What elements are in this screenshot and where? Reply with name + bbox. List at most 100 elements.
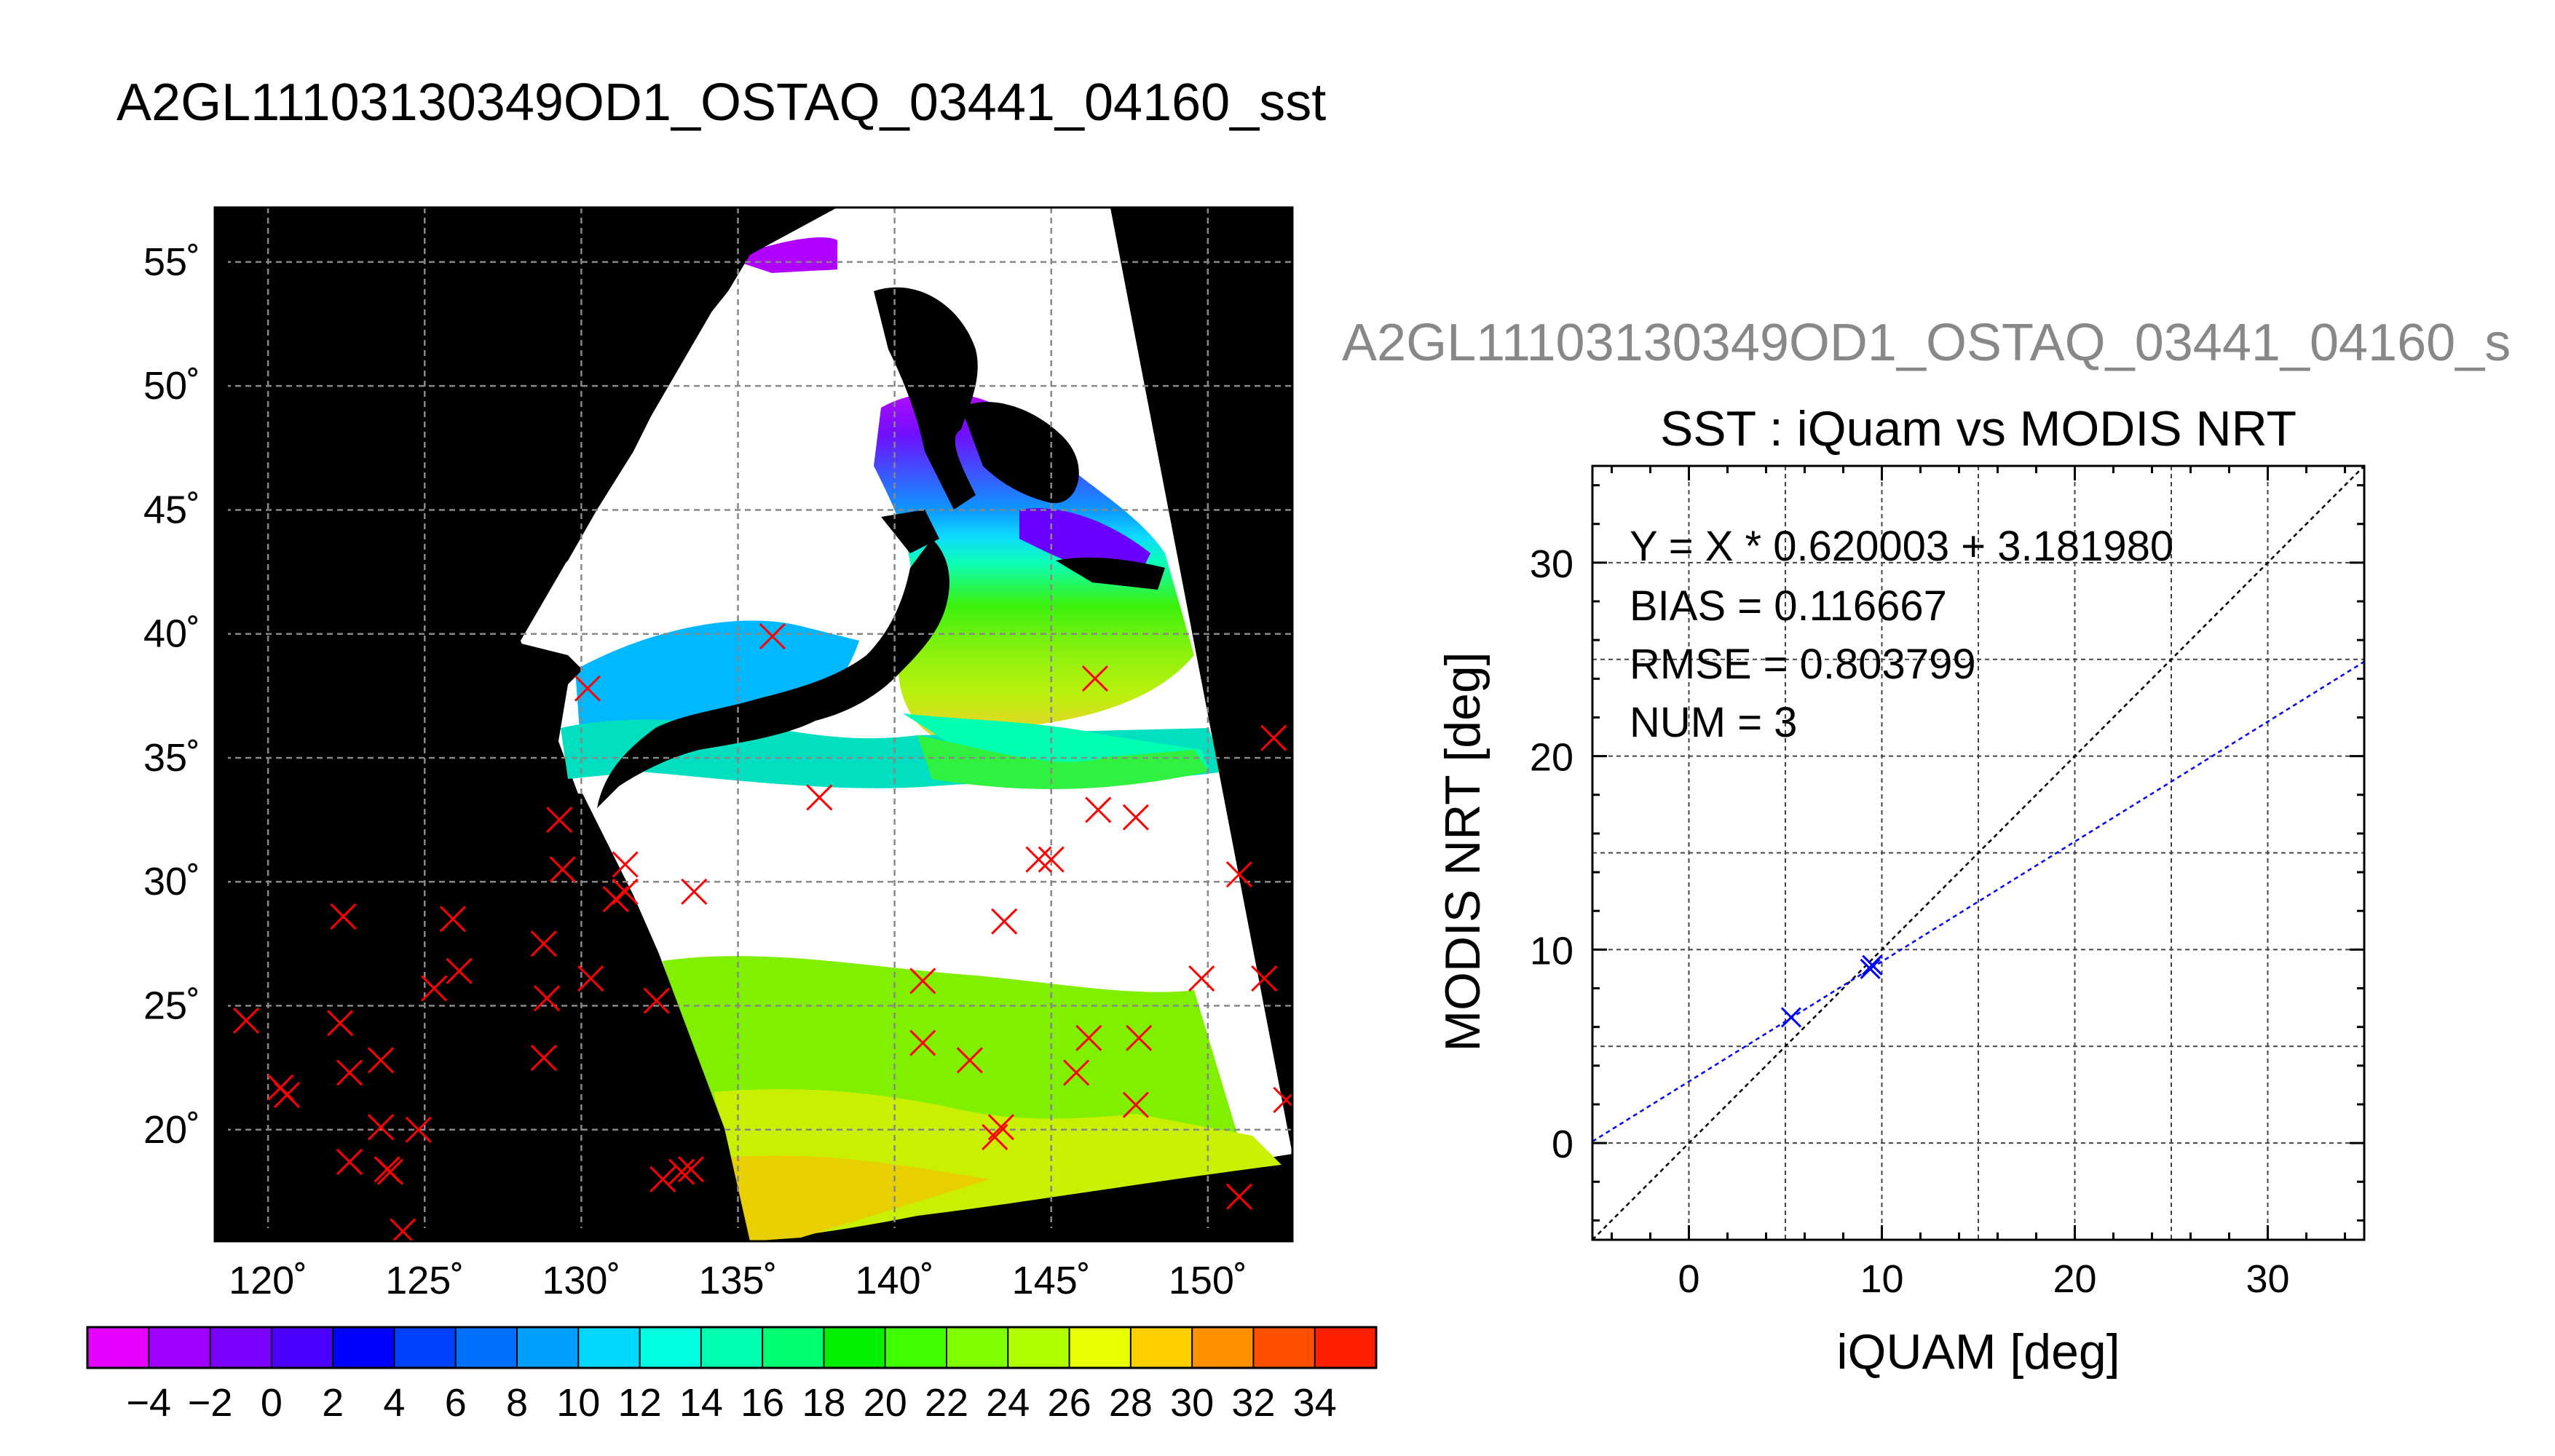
buoy-marker <box>574 675 601 702</box>
buoy-marker <box>367 1047 395 1074</box>
buoy-marker <box>668 1158 695 1185</box>
colorbar-cell <box>639 1327 702 1368</box>
buoy-marker <box>643 987 670 1014</box>
colorbar-tick-label: 26 <box>1048 1381 1091 1425</box>
buoy-marker <box>1122 1091 1149 1118</box>
colorbar-cell <box>1253 1327 1316 1368</box>
buoy-marker <box>577 965 604 992</box>
colorbar-tick-label: 6 <box>445 1381 467 1425</box>
lon-tick-label: 135˚ <box>698 1259 777 1302</box>
colorbar-cell <box>149 1327 211 1368</box>
colorbar-cells <box>87 1327 1377 1368</box>
map-frame <box>213 206 1294 1243</box>
y-axis-label: MODIS NRT [deg] <box>1435 652 1490 1051</box>
buoy-markers <box>232 623 1292 1241</box>
buoy-marker <box>991 908 1018 935</box>
buoy-marker <box>1273 1086 1292 1113</box>
buoy-marker <box>612 878 639 905</box>
buoy-marker <box>1075 1024 1102 1051</box>
colorbar-cell <box>455 1327 518 1368</box>
colorbar-cell <box>885 1327 947 1368</box>
buoy-marker <box>421 975 448 1002</box>
off-swath-right <box>1110 207 1292 1154</box>
scatter-point <box>1860 958 1881 980</box>
identity-line <box>1592 466 2364 1240</box>
buoy-marker <box>405 1116 432 1143</box>
colorbar-cell <box>824 1327 886 1368</box>
buoy-marker <box>273 1082 301 1109</box>
buoy-marker <box>376 1158 403 1185</box>
buoy-marker <box>612 851 639 878</box>
buoy-marker <box>446 957 473 984</box>
colorbar-tick-label: 16 <box>741 1381 784 1425</box>
rmse-text: RMSE = 0.803799 <box>1630 641 1976 688</box>
buoy-marker <box>1038 846 1065 873</box>
lat-tick-label: 35˚ <box>143 736 200 780</box>
colorbar-cell <box>700 1327 763 1368</box>
colorbar-tick-label: −4 <box>126 1381 171 1425</box>
y-tick-label: 20 <box>1530 736 1573 780</box>
colorbar-tick-labels: −4 −2 0 2 4 6 8 10 12 14 16 18 20 22 24 26 28 30 32 34 <box>126 1327 1337 1425</box>
buoy-marker <box>439 906 467 933</box>
buoy-marker <box>336 1059 363 1086</box>
buoy-marker <box>1122 804 1149 831</box>
colorbar-tick-label: −2 <box>188 1381 233 1425</box>
colorbar-cell <box>87 1327 149 1368</box>
lat-tick-label: 20˚ <box>143 1108 200 1152</box>
buoy-marker <box>677 1156 705 1183</box>
lat-tick-label: 45˚ <box>143 488 200 531</box>
x-tick-label: 0 <box>1678 1257 1699 1301</box>
colorbar-cell <box>1314 1327 1377 1368</box>
buoy-marker <box>909 968 936 994</box>
x-tick-labels: 0 10 20 30 <box>1678 1257 2289 1301</box>
x-tick-label: 20 <box>2053 1257 2096 1301</box>
colorbar-cell <box>1069 1327 1132 1368</box>
lon-tick-label: 120˚ <box>229 1259 307 1302</box>
map-grid <box>215 207 1292 1241</box>
buoy-marker <box>546 807 573 834</box>
colorbar-tick-label: 34 <box>1293 1381 1337 1425</box>
colorbar-tick-label: 0 <box>261 1381 283 1425</box>
buoy-marker <box>327 1010 354 1037</box>
buoy-marker <box>1126 1024 1153 1051</box>
colorbar-tick-label: 32 <box>1231 1381 1275 1425</box>
buoy-marker <box>1251 965 1278 992</box>
buoy-marker <box>367 1114 395 1141</box>
colorbar-tick-label: 12 <box>618 1381 662 1425</box>
colorbar-tick-label: 10 <box>556 1381 600 1425</box>
buoy-marker <box>336 1148 363 1176</box>
buoy-marker <box>330 903 357 930</box>
scatter-title: SST : iQuam vs MODIS NRT <box>1660 401 2297 456</box>
x-axis-label: iQUAM [deg] <box>1836 1324 2120 1380</box>
buoy-marker <box>549 856 576 883</box>
scatter-grid <box>1592 466 2364 1240</box>
buoy-marker <box>232 1007 260 1034</box>
colorbar-cell <box>271 1327 333 1368</box>
sst-map: 120˚ 125˚ 130˚ 135˚ 140˚ 145˚ 150˚ 20˚ 25˚ 30˚ 35… <box>143 206 1294 1302</box>
x-tick-label: 30 <box>2246 1257 2289 1301</box>
main-title: A2GL11103130349OD1_OSTAQ_03441_04160_sst <box>117 74 1327 132</box>
buoy-marker <box>533 985 561 1012</box>
scatter-plot: SST : iQuam vs MODIS NRT 0 10 20 30 0 10 20 30… <box>1435 401 2366 1380</box>
buoy-marker <box>1225 860 1252 888</box>
lat-tick-label: 55˚ <box>143 240 200 284</box>
lat-tick-label: 50˚ <box>143 364 200 408</box>
buoy-marker <box>649 1166 676 1192</box>
colorbar-tick-label: 2 <box>322 1381 344 1425</box>
colorbar-cell <box>1130 1327 1193 1368</box>
y-tick-labels: 0 10 20 30 <box>1530 542 1573 1166</box>
lat-tick-label: 25˚ <box>143 984 200 1027</box>
y-tick-label: 0 <box>1552 1123 1573 1166</box>
fit-equation: Y = X * 0.620003 + 3.181980 <box>1630 523 2173 570</box>
buoy-marker <box>806 784 833 811</box>
colorbar-cell <box>517 1327 579 1368</box>
lat-tick-label: 30˚ <box>143 860 200 903</box>
scatter-point <box>1780 1007 1802 1028</box>
buoy-marker <box>759 623 786 650</box>
colorbar-tick-label: 8 <box>506 1381 528 1425</box>
buoy-marker <box>987 1114 1014 1141</box>
lat-tick-labels: 20˚ 25˚ 30˚ 35˚ 40˚ 45˚ 50˚ 55˚ <box>143 240 200 1152</box>
y-tick-label: 10 <box>1530 929 1573 973</box>
colorbar-tick-label: 24 <box>986 1381 1030 1425</box>
buoy-marker <box>390 1218 416 1241</box>
